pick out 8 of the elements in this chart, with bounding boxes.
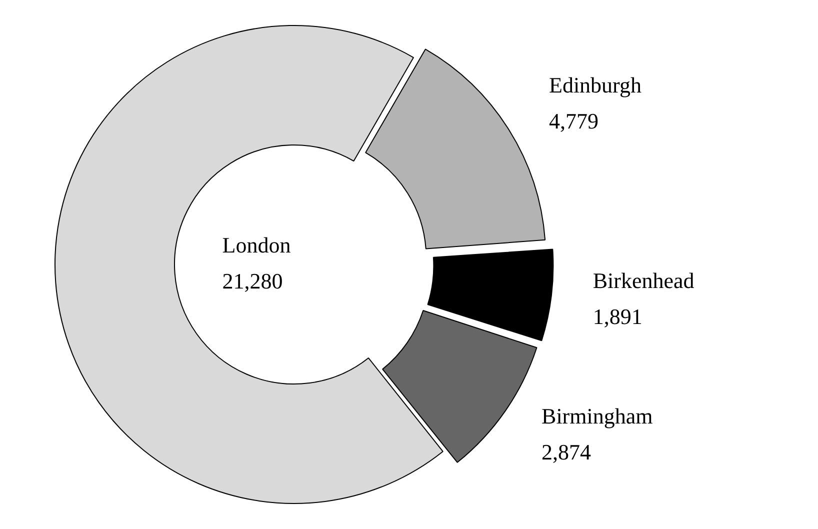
data-label: 4,779 — [549, 108, 599, 134]
data-label: 21,280 — [222, 268, 283, 294]
slice-label: Birmingham — [542, 404, 653, 429]
data-label: 2,874 — [542, 440, 592, 465]
data-label: 1,891 — [592, 304, 642, 330]
slice-label: Edinburgh — [549, 72, 642, 98]
slice-label: London — [222, 232, 291, 258]
slice-label: Birkenhead — [592, 268, 694, 294]
